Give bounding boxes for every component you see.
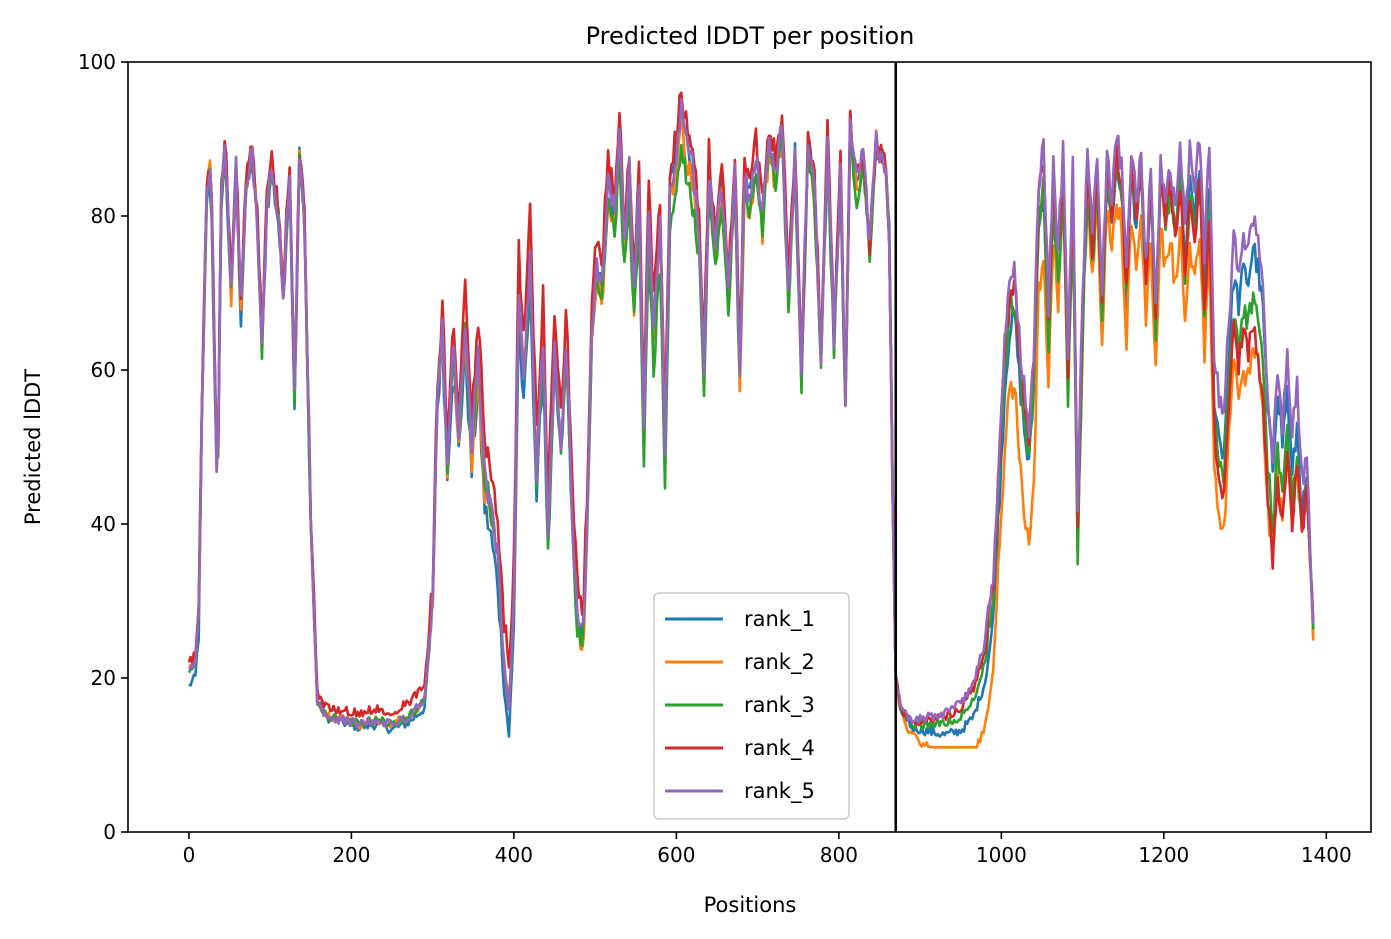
- x-tick-label: 200: [332, 843, 370, 867]
- y-axis-ticks: 0 20 40 60 80 100: [78, 50, 128, 844]
- y-tick-label: 60: [91, 358, 116, 382]
- plot-frame: [127, 61, 1372, 833]
- legend-label: rank_1: [744, 607, 815, 632]
- y-tick-label: 100: [78, 50, 116, 74]
- x-tick-label: 1000: [976, 843, 1027, 867]
- legend: rank_1 rank_2 rank_3 rank_4 rank_5: [653, 592, 850, 820]
- y-tick-label: 40: [91, 512, 116, 536]
- y-axis-label: Predicted lDDT: [21, 369, 45, 525]
- legend-box: [653, 592, 850, 820]
- chart-title: Predicted lDDT per position: [586, 22, 915, 50]
- legend-label: rank_4: [744, 736, 815, 761]
- legend-label: rank_2: [744, 650, 815, 675]
- legend-label: rank_3: [744, 693, 815, 718]
- series-line-rank-5: [187, 97, 1315, 729]
- x-tick-label: 400: [495, 843, 533, 867]
- y-tick-label: 20: [91, 666, 116, 690]
- x-tick-label: 1400: [1301, 843, 1352, 867]
- x-tick-label: 600: [657, 843, 695, 867]
- x-tick-label: 800: [820, 843, 858, 867]
- y-tick-label: 0: [103, 820, 116, 844]
- y-tick-label: 80: [91, 204, 116, 228]
- series-layer: [187, 91, 1315, 749]
- x-tick-label: 1200: [1138, 843, 1189, 867]
- x-tick-label: 0: [183, 843, 196, 867]
- x-axis-ticks: 0 200 400 600 800 1000 1200 1400: [183, 832, 1352, 867]
- x-axis-label: Positions: [704, 893, 797, 917]
- series-line-rank-4: [187, 91, 1315, 727]
- legend-label: rank_5: [744, 779, 815, 804]
